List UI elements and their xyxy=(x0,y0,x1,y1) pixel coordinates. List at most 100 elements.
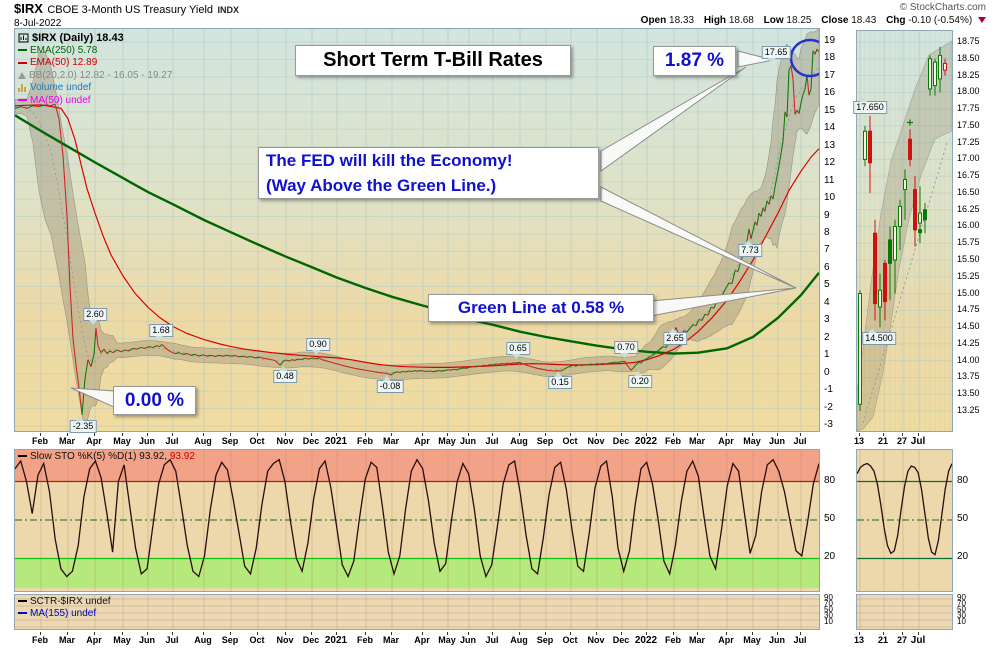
symbol: $IRX xyxy=(14,1,43,16)
legend-item: EMA(50) 12.89 xyxy=(18,57,172,70)
x-axis-label: Dec xyxy=(302,436,320,446)
x-axis-tick xyxy=(257,632,258,635)
x-axis-label: 13 xyxy=(853,436,865,446)
annotation-zero-rate: 0.00 % xyxy=(113,386,196,415)
close-value: 18.43 xyxy=(851,15,877,26)
x-axis-label: Jul xyxy=(793,436,807,446)
x-axis-label: Apr xyxy=(414,436,430,446)
ema50-line xyxy=(15,104,819,368)
y-axis-label: 17.50 xyxy=(957,119,980,130)
x-axis-label: May xyxy=(113,635,131,645)
zoom-price-chart xyxy=(857,31,952,431)
x-axis-label: Nov xyxy=(587,635,605,645)
annotation-chart-title: Short Term T-Bill Rates xyxy=(295,45,571,76)
x-axis-tick xyxy=(203,433,204,436)
flag-pointer-icon xyxy=(634,371,643,377)
x-axis-label: Aug xyxy=(194,436,212,446)
x-axis-label: Mar xyxy=(382,635,400,645)
price-flag: 0.15 xyxy=(548,372,572,390)
callout-wedge xyxy=(600,66,747,172)
x-axis-label: Oct xyxy=(562,635,578,645)
flag-pointer-icon xyxy=(382,376,391,382)
zoom-sctr-panel xyxy=(856,594,953,630)
y-axis-label: 14.75 xyxy=(957,304,980,315)
x-axis-label: Jul xyxy=(910,635,926,646)
y-axis-label: 3 xyxy=(824,314,830,326)
flag-pointer-icon xyxy=(859,96,868,102)
candle-body xyxy=(938,54,942,80)
x-axis-label: 21 xyxy=(877,436,889,446)
x-axis-tick xyxy=(673,632,674,635)
x-axis-tick xyxy=(468,632,469,635)
x-axis-label: Feb xyxy=(664,635,682,645)
y-axis-label: -1 xyxy=(824,384,833,396)
y-axis-label: 10 xyxy=(824,192,836,204)
y-axis-label: 1 xyxy=(824,349,830,361)
y-axis-label: 15.75 xyxy=(957,237,980,248)
callout-wedge xyxy=(737,50,774,68)
candle-body xyxy=(943,62,947,71)
legend-item: EMA(250) 5.78 xyxy=(18,44,172,57)
x-axis-tick xyxy=(621,433,622,436)
y-axis-label: 15.00 xyxy=(957,287,980,298)
x-axis-label: 27 xyxy=(896,635,908,645)
open-value: 18.33 xyxy=(669,15,695,26)
x-axis-label: 2021 xyxy=(324,635,348,646)
flag-pointer-icon xyxy=(669,328,678,334)
x-axis-label: Jun xyxy=(768,436,786,446)
flag-pointer-icon xyxy=(512,354,521,360)
y-axis-label: 12 xyxy=(824,157,836,169)
sctr-legend-line1: SCTR-$IRX undef xyxy=(30,596,111,607)
x-axis-tick xyxy=(492,433,493,436)
y-axis-label: 50 xyxy=(824,513,836,524)
x-axis-tick xyxy=(230,632,231,635)
chg-value: -0.10 (-0.54%) xyxy=(908,15,973,26)
symbol-name: CBOE 3-Month US Treasury Yield xyxy=(47,4,214,16)
header-left: $IRX CBOE 3-Month US Treasury Yield INDX… xyxy=(14,2,239,30)
candle-body xyxy=(888,239,892,264)
x-axis-label: Apr xyxy=(718,635,734,645)
x-axis-label: Jul xyxy=(165,635,179,645)
x-axis-tick xyxy=(336,433,337,436)
x-axis-tick xyxy=(545,433,546,436)
legend-swatch-icon xyxy=(18,83,27,92)
y-axis-label: 16.00 xyxy=(957,220,980,231)
legend-swatch-icon xyxy=(18,61,27,64)
y-axis-label: 7 xyxy=(824,244,830,256)
y-axis-label: 13.50 xyxy=(957,388,980,399)
x-axis-tick xyxy=(365,433,366,436)
y-axis-label: 13.25 xyxy=(957,404,980,415)
chg-down-icon[interactable] xyxy=(978,17,986,23)
x-axis-tick xyxy=(172,433,173,436)
x-axis-label: Jul xyxy=(485,436,499,446)
price-flag: 0.90 xyxy=(306,337,330,355)
x-axis-label: Aug xyxy=(510,436,528,446)
y-axis-label: 17.75 xyxy=(957,103,980,114)
annotation-current-rate: 1.87 % xyxy=(653,46,736,76)
legend-item-label: BB(20,2.0) 12.82 - 16.05 - 19.27 xyxy=(29,69,173,81)
y-axis-label: 14.50 xyxy=(957,321,980,332)
y-axis-label: 90 xyxy=(957,593,966,602)
x-axis-tick xyxy=(519,433,520,436)
x-axis-tick xyxy=(646,632,647,635)
x-axis-tick xyxy=(67,433,68,436)
header-right: © StockCharts.com Open 18.33 High 18.68 … xyxy=(634,1,986,27)
ma155-swatch xyxy=(18,612,27,615)
price-flag: 7.73 xyxy=(738,239,762,257)
x-axis-label: Apr xyxy=(718,436,734,446)
flag-pointer-icon xyxy=(89,320,98,326)
x-axis-label: Nov xyxy=(276,635,294,645)
x-axis-label: Sep xyxy=(536,436,554,446)
x-axis-label: Jul xyxy=(910,436,926,447)
legend-swatch-icon xyxy=(18,99,27,102)
x-axis-label: Dec xyxy=(302,635,320,645)
y-axis-label: 20 xyxy=(957,551,969,563)
legend-items: EMA(250) 5.78 EMA(50) 12.89 BB(20,2.0) 12.… xyxy=(18,44,172,107)
y-axis-label: 6 xyxy=(824,261,830,273)
y-axis-label: 70 xyxy=(957,599,966,608)
main-price-chart xyxy=(15,29,819,431)
x-axis-label: Nov xyxy=(276,436,294,446)
x-axis-tick xyxy=(230,433,231,436)
y-axis-label: 50 xyxy=(957,513,969,524)
x-axis-label: 2022 xyxy=(634,635,658,646)
